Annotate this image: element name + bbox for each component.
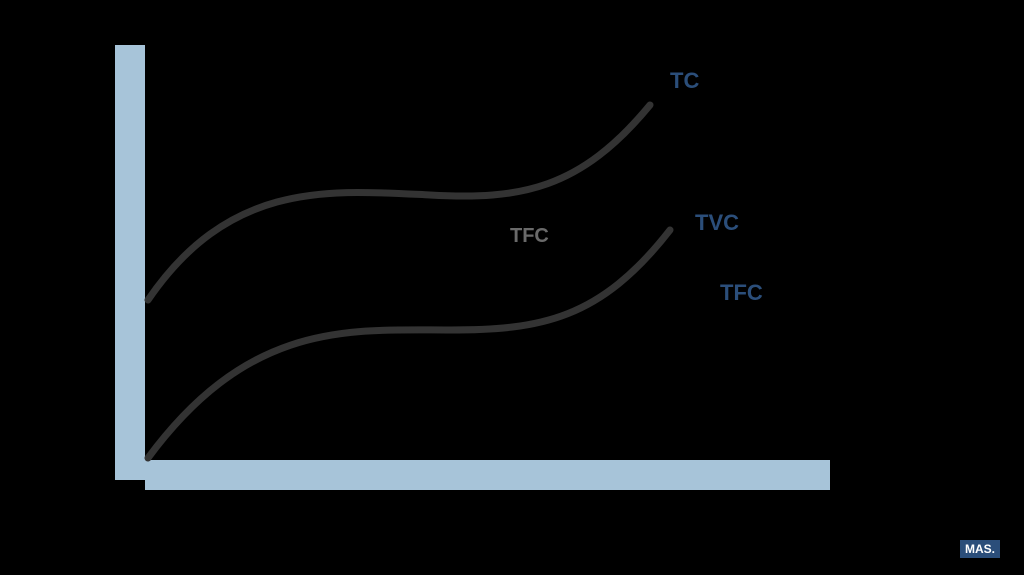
tvc-curve (148, 230, 670, 458)
cost-curves-chart: TC TVC TFC TFC MAS. (0, 0, 1024, 575)
tfc-mid-label: TFC (510, 225, 549, 248)
watermark: MAS. (960, 540, 1000, 558)
curves-svg (0, 0, 1024, 575)
tfc-right-label: TFC (720, 280, 763, 306)
tvc-label: TVC (695, 210, 739, 236)
tc-curve (148, 105, 650, 300)
tc-label: TC (670, 68, 699, 94)
